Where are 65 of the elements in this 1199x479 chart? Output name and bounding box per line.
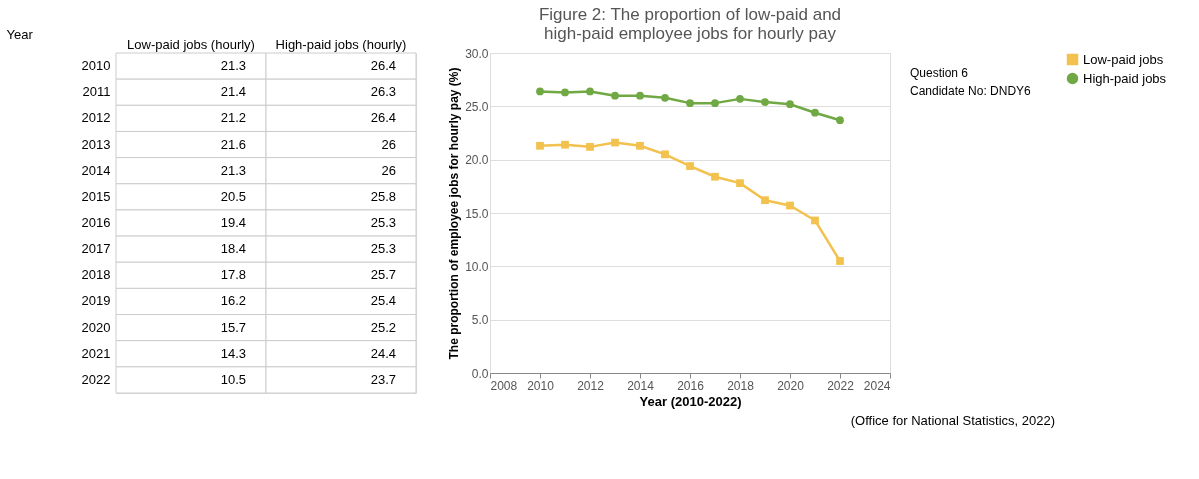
y-axis-title: Year [6, 26, 34, 42]
data-label: 16.2 [220, 293, 246, 309]
data-label: 20.5 [220, 188, 246, 204]
x-tick-label: 2024 [863, 378, 891, 393]
data-label: 25.7 [370, 267, 396, 283]
y-tick-label: 5.0 [471, 313, 489, 328]
data-label: 21.3 [220, 58, 246, 74]
y-tick-label: 30.0 [465, 46, 489, 61]
y-tick-label: 2019 [81, 293, 111, 309]
y-tick-label: 2016 [81, 215, 111, 230]
data-label: 21.2 [220, 110, 246, 126]
text: (Office for National Statistics, 2022) [850, 413, 1055, 428]
data-label: 17.8 [220, 267, 246, 283]
text: Question 6 [910, 66, 969, 80]
x-tick-label: 2020 [777, 378, 805, 393]
y-tick-label: 2015 [81, 188, 111, 204]
x-tick-label: 2018 [727, 378, 755, 393]
y-tick-label: 2013 [81, 136, 111, 152]
data-label: 26.3 [370, 84, 396, 100]
data-label: 25.3 [370, 241, 396, 257]
data-label: 25.8 [370, 188, 396, 204]
x-tick-label: 2022 [827, 378, 855, 393]
y-axis-title: The proportion of employee jobs for hourly pay (%) [447, 67, 462, 360]
y-tick-label: 2014 [81, 162, 111, 178]
data-label: 26.4 [370, 110, 396, 126]
legend-label: High-paid jobs [1083, 70, 1167, 86]
x-tick-label: 2012 [577, 378, 605, 393]
data-label: 10.5 [220, 371, 246, 387]
x-axis-title: Year (2010-2022) [639, 393, 742, 409]
data-label: 23.7 [370, 371, 396, 387]
data-label: 25.2 [370, 319, 396, 335]
text: Candidate No: DNDY6 [910, 84, 1032, 98]
data-label: 21.4 [220, 84, 246, 100]
y-tick-label: 20.0 [465, 153, 489, 168]
data-label: 21.3 [220, 162, 246, 178]
data-label: 18.4 [220, 241, 246, 257]
y-tick-label: 2010 [81, 58, 111, 74]
data-label: 19.4 [220, 215, 246, 230]
y-tick-label: 0.0 [471, 366, 489, 381]
y-tick-label: 2021 [81, 345, 111, 361]
x-tick-label: 2014 [627, 378, 655, 393]
y-tick-label: 10.0 [465, 259, 489, 274]
chart-title: Figure 2: The proportion of low-paid and high-paid employee jobs for hourly pay [538, 5, 842, 43]
x-tick-label: 2016 [677, 378, 705, 393]
data-label: 15.7 [220, 319, 246, 335]
x-tick-label: Low-paid jobs (hourly) [127, 36, 255, 52]
x-tick-label: High-paid jobs (hourly) [275, 36, 407, 52]
data-label: 24.4 [370, 345, 396, 361]
x-tick-label: 2010 [527, 378, 555, 393]
data-label: 26 [381, 162, 396, 178]
data-label: 21.6 [220, 136, 246, 152]
data-label: 26 [381, 136, 396, 152]
x-tick-label: 2008 [490, 378, 518, 393]
y-tick-label: 15.0 [465, 206, 489, 221]
data-label: 26.4 [370, 58, 396, 74]
data-label: 25.4 [370, 293, 396, 309]
data-label: 14.3 [220, 345, 246, 361]
data-label: 25.3 [370, 215, 396, 230]
y-tick-label: 2011 [82, 84, 111, 100]
y-tick-label: 2017 [81, 241, 111, 257]
y-tick-label: 2018 [81, 267, 111, 283]
y-tick-label: 25.0 [465, 99, 489, 114]
legend-label: Low-paid jobs [1083, 51, 1164, 67]
y-tick-label: 2020 [81, 319, 111, 335]
y-tick-label: 2012 [81, 110, 111, 126]
